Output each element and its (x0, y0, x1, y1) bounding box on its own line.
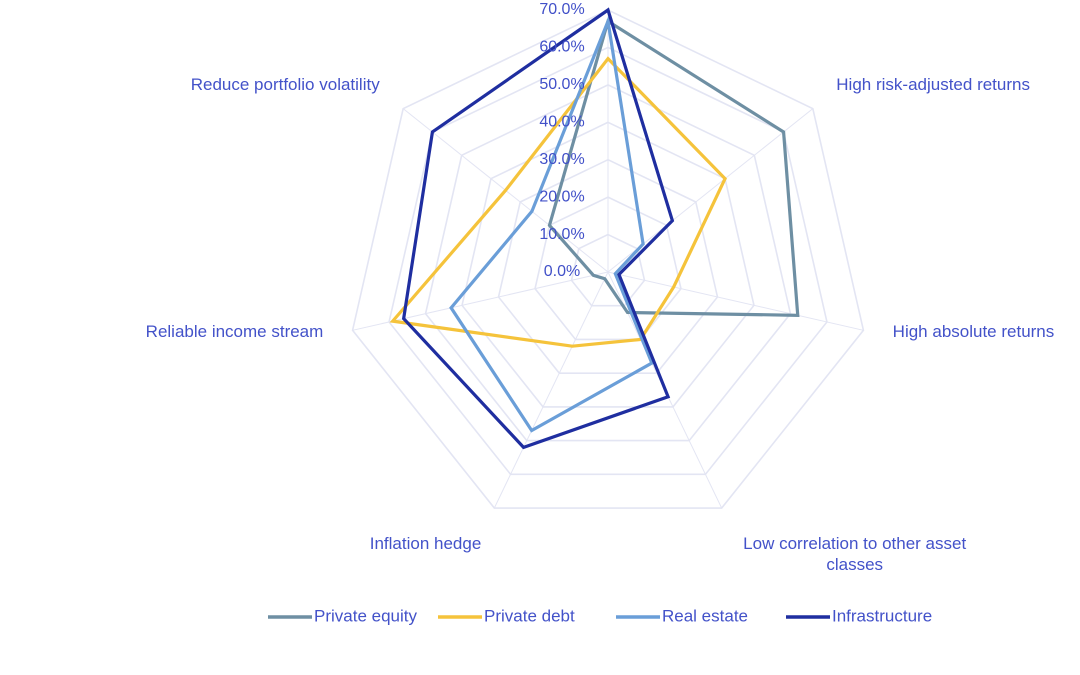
tick-label: 60.0% (539, 39, 584, 56)
axis-label: Low correlation to other asset classes (743, 534, 966, 574)
legend-item-real-estate: Real estate (616, 606, 748, 625)
tick-label: 40.0% (539, 114, 584, 131)
grid-ring-20 (534, 196, 682, 341)
grid-ring-60 (388, 46, 828, 476)
radial-tick-labels: 0.0% 10.0% 20.0% 30.0% 40.0% 50.0% 60.0% 70.0% (539, 1, 584, 280)
axis-label: High absolute returns (893, 322, 1055, 341)
axis-label: Reliable income stream (146, 322, 324, 341)
tick-label: 0.0% (544, 263, 580, 280)
series-line-private-equity (547, 18, 800, 317)
legend-item-private-equity: Private equity (268, 606, 417, 625)
tick-label: 30.0% (539, 151, 584, 168)
axis-label: Reduce portfolio volatility (191, 75, 380, 94)
series-line-infrastructure (401, 7, 675, 450)
axis-label: Inflation hedge (370, 534, 482, 553)
series-line-private-debt (389, 56, 727, 348)
series-line-real-estate (449, 15, 654, 433)
tick-label: 70.0% (539, 1, 584, 18)
grid-ring-50 (424, 83, 792, 442)
legend-label: Private equity (314, 606, 417, 625)
grid-ring-40 (461, 121, 755, 408)
legend-item-private-debt: Private debt (438, 606, 575, 625)
legend-label: Private debt (484, 606, 575, 625)
grid-ring-70 (351, 9, 865, 509)
tick-label: 20.0% (539, 188, 584, 205)
tick-label: 50.0% (539, 76, 584, 93)
grid-spoke (607, 271, 864, 331)
grid-ring-30 (497, 158, 719, 374)
legend-label: Real estate (662, 606, 748, 625)
legend-item-infrastructure: Infrastructure (786, 606, 932, 625)
axis-label: High risk-adjusted returns (836, 75, 1030, 94)
grid-spoke (493, 271, 609, 509)
radar-series (389, 7, 800, 450)
tick-label: 10.0% (539, 226, 584, 243)
legend-label: Infrastructure (832, 606, 932, 625)
radar-grid (351, 9, 865, 509)
legend: Private equity Private debt Real estate Inf… (268, 606, 932, 625)
axis-labels: High risk-adjusted returns High absolute … (146, 75, 1055, 574)
